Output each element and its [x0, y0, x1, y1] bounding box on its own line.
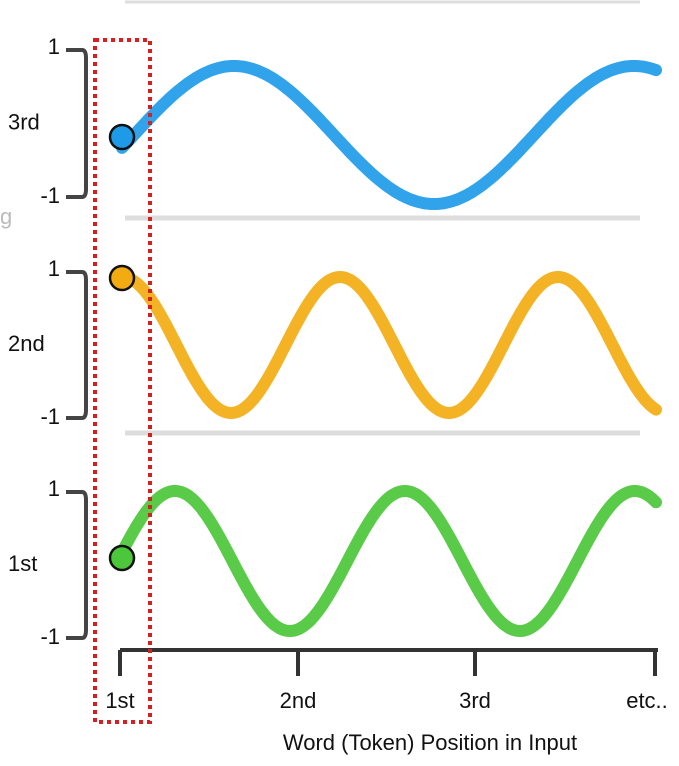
x-ticks: 1st 2nd 3rd etc..	[105, 650, 668, 713]
max-label: 1	[48, 476, 60, 501]
brackets: 1 -1 3rd 1 -1 2nd 1 -1 1st	[8, 34, 88, 649]
wave	[116, 270, 662, 419]
x-tick-label: 3rd	[459, 688, 491, 713]
wave	[116, 60, 662, 210]
bracket	[66, 270, 88, 420]
x-tick-label: etc..	[626, 688, 668, 713]
max-label: 1	[48, 256, 60, 281]
max-label: 1	[48, 34, 60, 59]
panel-label: 2nd	[8, 331, 45, 356]
min-label: -1	[40, 183, 60, 208]
min-label: -1	[40, 404, 60, 429]
position-dot	[108, 264, 136, 292]
x-tick-label: 2nd	[280, 688, 317, 713]
highlight-box	[93, 38, 152, 724]
position-dot	[108, 544, 136, 572]
fragment: g	[0, 204, 12, 229]
x-tick-label: 1st	[105, 688, 134, 713]
wave	[116, 485, 662, 638]
position-dot	[108, 123, 136, 151]
waves	[108, 60, 662, 638]
panel-label: 1st	[8, 551, 37, 576]
min-label: -1	[40, 624, 60, 649]
panel-label: 3rd	[8, 109, 40, 134]
bracket	[66, 48, 88, 199]
x-axis-title: Word (Token) Position in Input	[283, 730, 577, 755]
bracket	[66, 490, 88, 640]
